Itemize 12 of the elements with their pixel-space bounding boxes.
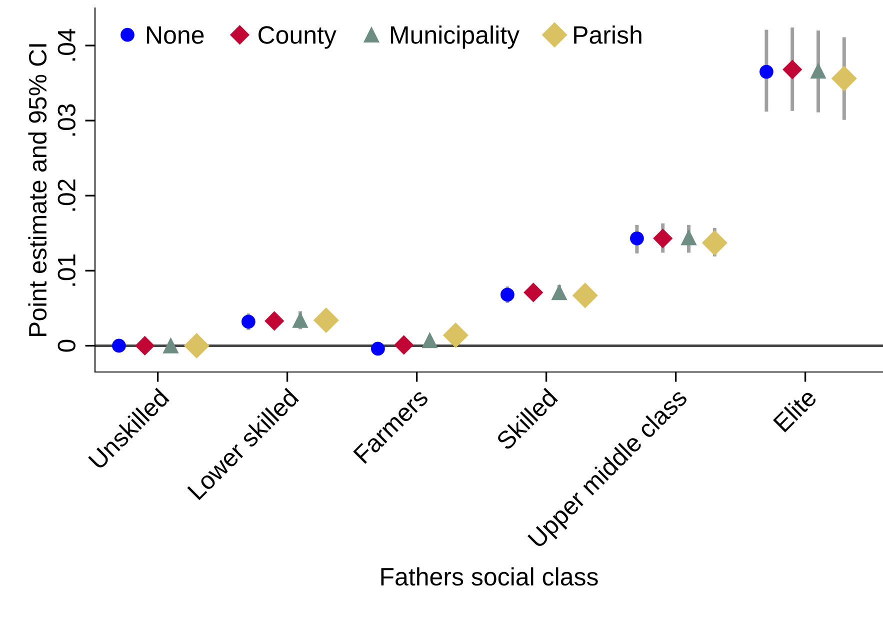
y-axis-title: Point estimate and 95% CI <box>28 44 47 336</box>
legend-label: County <box>258 26 336 49</box>
legend-label: None <box>147 26 204 44</box>
x-tick-label: Elite <box>772 387 818 433</box>
y-tick-label: .03 <box>58 104 76 136</box>
legend-label: Municipality <box>391 26 520 49</box>
y-tick-label: .04 <box>58 28 76 61</box>
y-tick-label: .02 <box>58 180 76 211</box>
x-axis-title: Fathers social class <box>381 567 598 586</box>
y-tick-label: .01 <box>58 254 76 286</box>
legend-label: Parish <box>574 26 642 44</box>
y-tick-label: 0 <box>58 340 76 352</box>
